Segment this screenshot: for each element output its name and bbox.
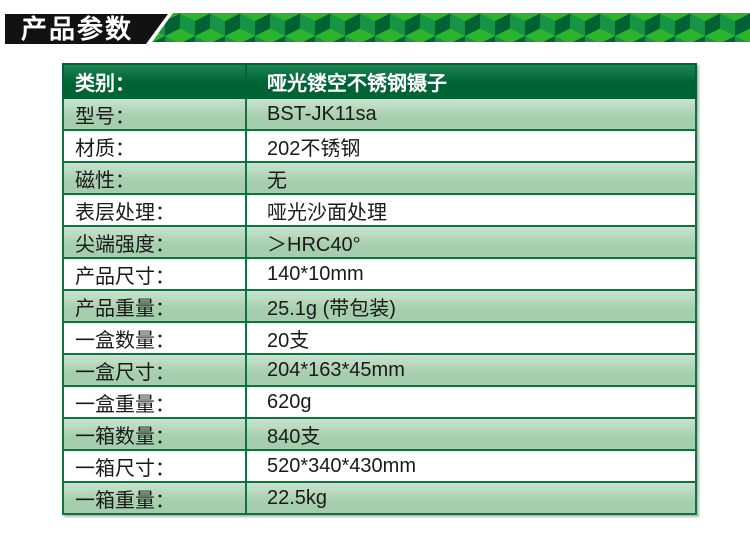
spec-value: 520*340*430mm [245, 449, 697, 483]
spec-label: 一箱数量： [62, 417, 247, 451]
spec-value: 204*163*45mm [245, 353, 697, 387]
spec-label: 表层处理： [62, 193, 247, 227]
spec-value: BST-JK11sa [245, 97, 697, 131]
spec-row: 磁性： 无 [62, 161, 697, 195]
spec-row: 一盒数量： 20支 [62, 321, 697, 355]
strip-parallelogram [152, 13, 750, 42]
product-spec-table: 类别： 哑光镂空不锈钢镊子 型号： BST-JK11sa 材质： 202不锈钢 … [62, 63, 697, 515]
spec-label: 磁性： [62, 161, 247, 195]
spec-row: 产品尺寸： 140*10mm [62, 257, 697, 291]
spec-value: 无 [245, 161, 697, 195]
spec-label: 一盒尺寸： [62, 353, 247, 387]
spec-header-row: 类别： 哑光镂空不锈钢镊子 [62, 63, 697, 99]
spec-value: 620g [245, 385, 697, 419]
spec-row: 产品重量： 25.1g (带包装) [62, 289, 697, 323]
spec-value: 哑光沙面处理 [245, 193, 697, 227]
section-title: 产品参数 [21, 14, 134, 44]
spec-value: 202不锈钢 [245, 129, 697, 163]
spec-value: 840支 [245, 417, 697, 451]
section-title-banner: 产品参数 [5, 14, 168, 44]
spec-row: 材质： 202不锈钢 [62, 129, 697, 163]
spec-row: 一箱尺寸： 520*340*430mm [62, 449, 697, 483]
spec-row: 型号： BST-JK11sa [62, 97, 697, 131]
spec-value: 20支 [245, 321, 697, 355]
spec-label: 材质： [62, 129, 247, 163]
spec-label: 型号： [62, 97, 247, 131]
spec-label: 尖端强度： [62, 225, 247, 259]
cube-pattern-strip [152, 13, 750, 42]
spec-row: 表层处理： 哑光沙面处理 [62, 193, 697, 227]
spec-row: 一箱数量： 840支 [62, 417, 697, 451]
spec-value: 140*10mm [245, 257, 697, 291]
spec-label: 一箱尺寸： [62, 449, 247, 483]
spec-label: 类别： [62, 63, 247, 99]
spec-row: 一盒重量： 620g [62, 385, 697, 419]
spec-label: 产品尺寸： [62, 257, 247, 291]
spec-label: 一盒重量： [62, 385, 247, 419]
spec-row: 一盒尺寸： 204*163*45mm [62, 353, 697, 387]
spec-value: 25.1g (带包装) [245, 289, 697, 323]
spec-label: 产品重量： [62, 289, 247, 323]
spec-value: 22.5kg [245, 481, 697, 515]
spec-row: 尖端强度： ＞HRC40° [62, 225, 697, 259]
spec-row: 一箱重量： 22.5kg [62, 481, 697, 515]
spec-label: 一盒数量： [62, 321, 247, 355]
spec-value: 哑光镂空不锈钢镊子 [245, 63, 697, 99]
spec-label: 一箱重量： [62, 481, 247, 515]
spec-value: ＞HRC40° [245, 225, 697, 259]
